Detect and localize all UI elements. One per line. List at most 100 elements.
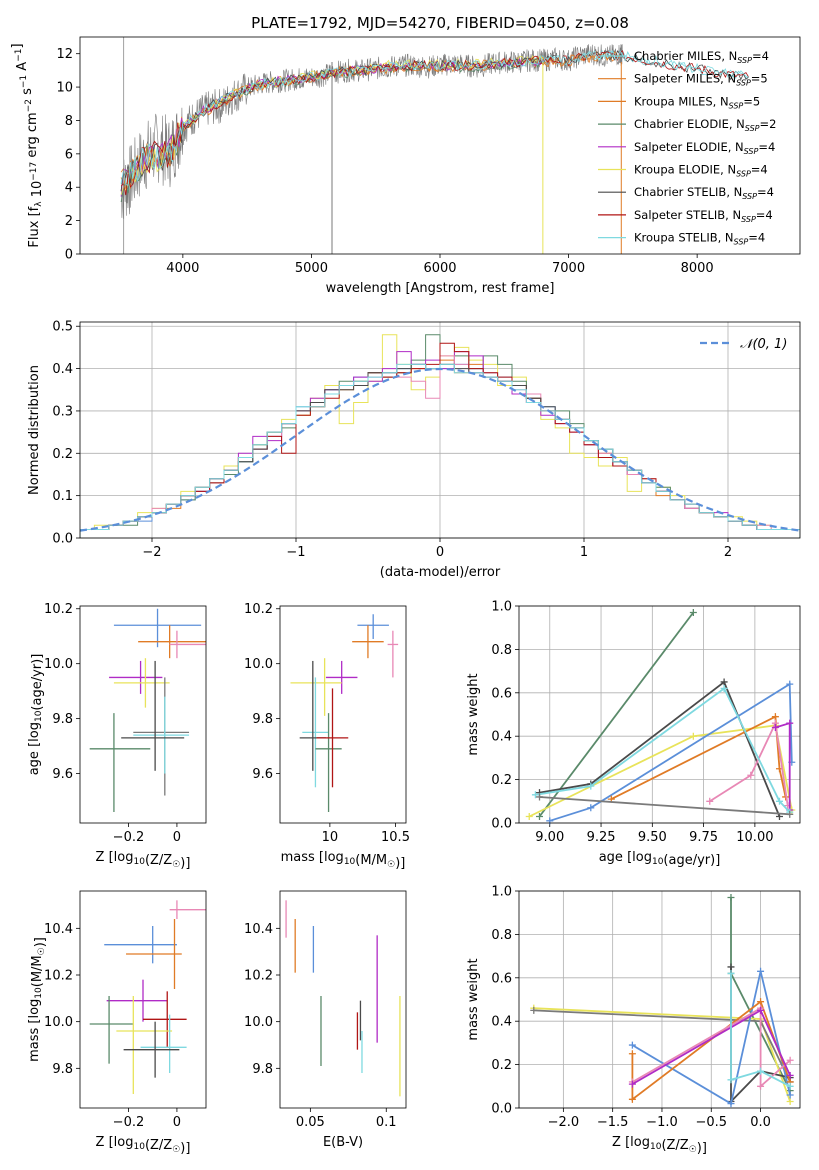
errorbar-point — [121, 660, 185, 771]
legend-label: Salpeter ELODIE, NSSP=4 — [634, 140, 775, 156]
plot-frame — [279, 605, 407, 824]
x-tick-label: 10.5 — [381, 830, 410, 845]
y-tick-label: 9.8 — [252, 1062, 273, 1077]
legend-label: Salpeter STELIB, NSSP=4 — [634, 208, 773, 224]
x-tick-label: 9.75 — [689, 830, 718, 845]
weight-marker — [706, 797, 714, 805]
y-tick-label: 1.0 — [491, 600, 512, 615]
weight-marker — [786, 810, 794, 818]
weight-marker — [747, 771, 755, 779]
weight-marker — [757, 998, 765, 1006]
x-axis-label: wavelength [Angstrom, rest frame] — [326, 281, 555, 296]
errorbar-point — [133, 696, 190, 774]
weight-marker — [628, 1050, 636, 1058]
y-tick-label: 10.4 — [244, 922, 273, 937]
plot-frame — [79, 36, 801, 255]
weight-marker — [771, 713, 779, 721]
weight-line — [730, 973, 791, 1088]
x-tick-label: 9.00 — [535, 830, 564, 845]
errorbar-point — [325, 660, 358, 694]
weight-marker — [727, 963, 735, 971]
x-tick-label: −1.5 — [597, 1115, 629, 1130]
errorbar-point — [290, 658, 342, 716]
x-axis-label: Z [log10(Z/Z☉)] — [612, 1135, 707, 1156]
weight-marker — [587, 782, 595, 790]
mass-vs-EBV-chart: 0.05 0.1 9.8 10.0 10.2 10.4 E(B-V) — [244, 890, 407, 1150]
y-tick-label: 9.8 — [252, 712, 273, 727]
errorbar-point — [113, 658, 170, 708]
weight-marker — [771, 724, 779, 732]
errorbar-point — [126, 919, 182, 989]
y-tick-label: 0.8 — [491, 928, 512, 943]
errorbar-point — [352, 625, 384, 659]
model-spectrum-line — [120, 58, 544, 197]
weight-marker — [720, 684, 728, 692]
x-tick-label: −2 — [142, 545, 161, 560]
weight-marker — [786, 1071, 794, 1079]
weight-marker — [628, 1041, 636, 1049]
legend-label: Chabrier MILES, NSSP=4 — [634, 49, 769, 65]
weight-marker — [775, 797, 783, 805]
x-tick-label: 10 — [322, 830, 339, 845]
errorbar-point — [123, 1021, 180, 1078]
y-tick-label: 0.5 — [52, 320, 73, 335]
y-tick-label: 10.4 — [44, 922, 73, 937]
y-tick-label: 9.8 — [52, 1062, 73, 1077]
x-tick-label: 5000 — [295, 261, 328, 276]
y-tick-label: 9.8 — [52, 712, 73, 727]
y-tick-label: 10.0 — [244, 1015, 273, 1030]
legend-label: Chabrier STELIB, NSSP=4 — [634, 185, 774, 201]
y-tick-label: 0.6 — [491, 971, 512, 986]
x-tick-label: 0 — [436, 545, 444, 560]
spectrum-chart: 4000 5000 6000 7000 8000 0 2 4 6 8 10 12 Chabrier MI… — [10, 36, 801, 296]
y-tick-label: 0.2 — [491, 773, 512, 788]
x-tick-label: 8000 — [681, 261, 714, 276]
weight-marker — [727, 1100, 735, 1108]
y-tick-label: 0.2 — [52, 447, 73, 462]
y-axis-label: mass [log10(M/M☉)] — [27, 937, 48, 1062]
weight-line — [538, 611, 695, 818]
plot-frame — [279, 890, 407, 1109]
x-tick-label: 10.00 — [736, 830, 773, 845]
x-tick-label: −0.2 — [113, 830, 145, 845]
weight-marker — [531, 791, 539, 799]
y-tick-label: 10.2 — [44, 969, 73, 984]
legend-label: Chabrier ELODIE, NSSP=2 — [634, 117, 776, 133]
y-tick-label: 0.8 — [491, 643, 512, 658]
errorbar-point — [169, 900, 206, 919]
y-tick-label: 0.0 — [491, 1102, 512, 1117]
weight-marker — [628, 1080, 636, 1088]
errorbar-point — [109, 660, 163, 694]
y-tick-label: 2 — [65, 214, 73, 229]
errorbar-point — [169, 630, 206, 659]
spectrum-legend: Chabrier MILES, NSSP=4 Salpeter MILES, NS… — [598, 49, 776, 247]
age-vs-Z-plot-area — [89, 608, 206, 813]
y-tick-label: 8 — [65, 114, 73, 129]
weight-vs-Z-chart: −2.0 −1.5 −1.0 −0.5 0.0 0.0 0.2 0.4 0.6 0.8 1.0 Z [… — [466, 885, 801, 1156]
residuals-chart: −2 −1 0 1 2 0.0 0.1 0.2 0.3 0.4 0.5 𝒩(0, 1) (data-mo… — [27, 320, 801, 580]
weight-line — [539, 796, 790, 816]
x-tick-label: 4000 — [166, 261, 199, 276]
x-tick-label: 0.1 — [376, 1115, 397, 1130]
legend-label: Kroupa STELIB, NSSP=4 — [634, 231, 765, 247]
errorbar-point — [89, 713, 151, 813]
weight-marker — [786, 1097, 794, 1105]
plot-frame — [79, 605, 207, 824]
mass-vs-Z-chart: −0.2 0 9.8 10.0 10.2 10.4 Z [log10(Z/Z☉)] mass … — [27, 890, 207, 1156]
x-axis-label: E(B-V) — [323, 1135, 363, 1150]
errorbar-point — [104, 926, 177, 964]
errorbar-point — [133, 677, 190, 796]
spectrum-plot-area — [120, 37, 749, 254]
x-tick-label: −2.0 — [548, 1115, 580, 1130]
mass-vs-Z-plot-area — [89, 900, 206, 1094]
weight-marker — [536, 812, 544, 820]
mass-vs-EBV-plot-area — [285, 900, 401, 1097]
x-tick-label: 1 — [580, 545, 588, 560]
errorbar-point — [316, 688, 349, 788]
residuals-plot-area — [80, 334, 800, 538]
y-tick-label: 0.6 — [491, 686, 512, 701]
errorbar-point — [143, 991, 187, 1048]
weight-line — [709, 720, 789, 806]
weight-marker — [786, 1056, 794, 1064]
